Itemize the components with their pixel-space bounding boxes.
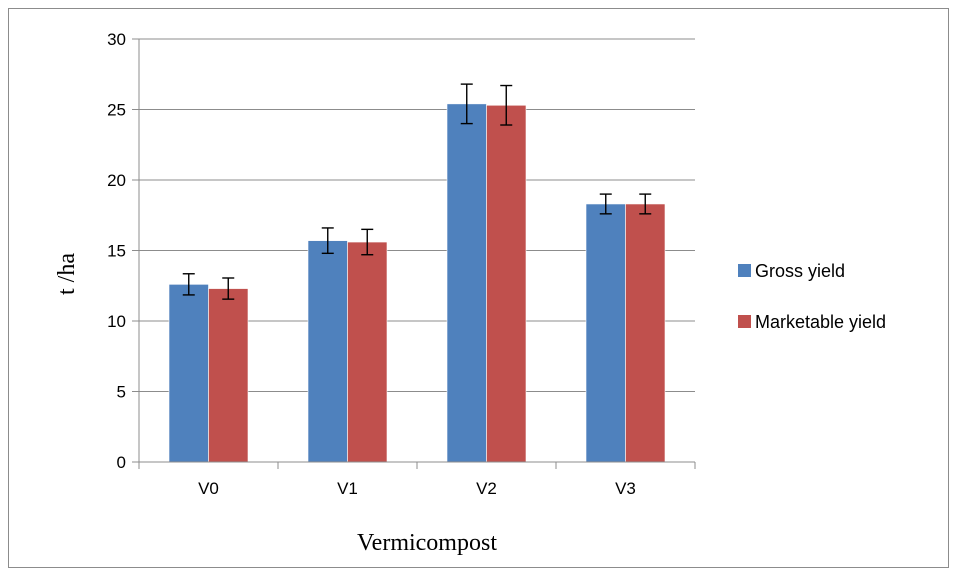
legend-swatch-marketable-yield <box>738 315 751 328</box>
y-axis-title: t /ha <box>54 253 80 295</box>
error-bar-marketable-yield <box>361 228 374 256</box>
bars <box>168 103 666 463</box>
y-tick-label: 0 <box>117 453 126 472</box>
x-tick-label: V1 <box>337 479 358 498</box>
legend-item-marketable-yield: Marketable yield <box>738 312 886 332</box>
y-tick-label: 10 <box>107 312 126 331</box>
x-tick-label: V2 <box>476 479 497 498</box>
bar-marketable-yield <box>347 241 388 463</box>
error-bar-marketable-yield <box>222 277 235 300</box>
bar-marketable-yield <box>486 104 527 463</box>
error-bar-gross-yield <box>321 227 334 255</box>
error-bar-gross-yield <box>599 193 612 215</box>
x-axis-title: Vermicompost <box>357 530 497 556</box>
bar-gross-yield <box>446 103 487 463</box>
y-tick-label: 25 <box>107 101 126 120</box>
bar-marketable-yield <box>208 288 249 463</box>
legend: Gross yield Marketable yield <box>738 261 886 332</box>
legend-swatch-gross-yield <box>738 264 751 277</box>
axes <box>132 38 696 469</box>
legend-label-marketable-yield: Marketable yield <box>755 312 886 332</box>
legend-item-gross-yield: Gross yield <box>738 261 845 281</box>
y-tick-label: 15 <box>107 242 126 261</box>
y-tick-labels: 0 5 10 15 20 25 30 <box>107 30 126 472</box>
error-bar-marketable-yield <box>639 193 652 215</box>
x-tick-label: V0 <box>198 479 219 498</box>
legend-label-gross-yield: Gross yield <box>755 261 845 281</box>
bar-gross-yield <box>307 240 348 463</box>
x-tick-labels: V0 V1 V2 V3 <box>198 479 636 498</box>
y-tick-label: 30 <box>107 30 126 49</box>
error-bar-gross-yield <box>182 273 195 296</box>
bar-gross-yield <box>585 203 626 463</box>
error-bar-gross-yield <box>460 83 473 125</box>
y-tick-label: 20 <box>107 171 126 190</box>
y-tick-label: 5 <box>117 383 126 402</box>
error-bar-marketable-yield <box>500 84 513 126</box>
error-bars <box>182 83 652 300</box>
bar-marketable-yield <box>625 203 666 463</box>
x-tick-label: V3 <box>615 479 636 498</box>
bar-gross-yield <box>168 284 209 463</box>
